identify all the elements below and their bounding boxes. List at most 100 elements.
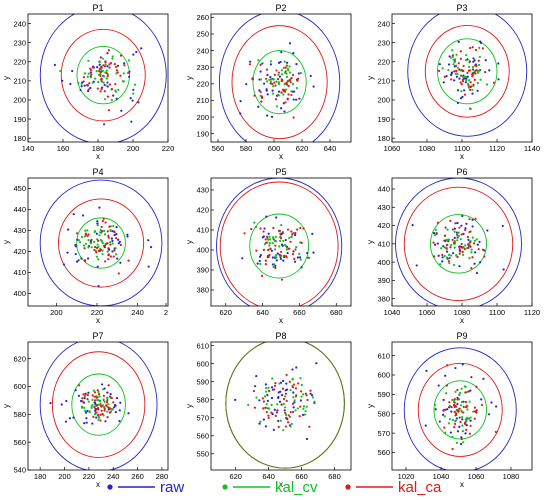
raw-point (450, 410, 453, 413)
kal_cv-point (291, 82, 295, 86)
kal_ca-point (107, 406, 110, 409)
kal_ca-point (112, 255, 115, 258)
kal_ca-point (284, 66, 287, 69)
kal_cv-point (467, 86, 470, 89)
kal_cv-point (465, 79, 468, 82)
x-tick-label: 600 (268, 144, 281, 153)
kal_ca-point (272, 238, 275, 241)
raw-point (282, 379, 285, 383)
raw-point (109, 392, 112, 396)
kal_ca-point (290, 77, 293, 80)
kal_ca-point (95, 404, 99, 407)
raw-point (299, 256, 302, 259)
kal_ca-point (103, 409, 106, 412)
kal_cv-point (302, 393, 305, 396)
kal_cv-point (257, 59, 260, 62)
raw-point (280, 51, 283, 54)
kal_cv-point (470, 248, 473, 251)
kal_ca-point (109, 61, 113, 65)
kal_cv-point (450, 244, 453, 247)
kal_ca-point (259, 90, 262, 94)
kal_ca-point (105, 72, 108, 75)
kal_ca-point (281, 79, 284, 82)
raw-point (83, 84, 86, 87)
kal_ca-point (97, 414, 100, 417)
kal_ca-point (467, 69, 471, 72)
kal_ca-point (456, 388, 459, 392)
kal_ca-circle (219, 181, 339, 306)
legend-marker (222, 484, 228, 490)
y-tick-label: 390 (377, 276, 390, 285)
kal_ca-point (452, 403, 456, 407)
raw-point (269, 63, 272, 66)
kal_ca-point (269, 82, 272, 85)
kal_cv-point (462, 246, 465, 249)
x-tick-label: 580 (240, 144, 253, 153)
kal_ca-point (97, 239, 100, 242)
kal_ca-point (292, 383, 296, 386)
kal_ca-point (280, 403, 283, 406)
raw-point (96, 222, 99, 225)
kal_cv-point (268, 235, 271, 238)
kal_cv-point (104, 84, 107, 87)
raw-point (436, 242, 439, 245)
raw-point (471, 92, 474, 95)
kal_cv-point (110, 98, 113, 102)
kal_cv-point (87, 239, 90, 242)
panel-title: P4 (92, 167, 103, 177)
raw-point (96, 220, 99, 223)
kal_cv-point (283, 395, 287, 398)
raw-point (462, 232, 465, 235)
kal_cv-point (289, 388, 292, 392)
kal_ca-point (274, 266, 277, 270)
kal_ca-point (284, 255, 288, 258)
kal_ca-point (435, 231, 438, 235)
kal_ca-point (94, 399, 97, 402)
raw-point (132, 88, 135, 91)
raw-point (280, 243, 284, 246)
kal_cv-point (289, 425, 292, 428)
raw-point (277, 396, 280, 399)
raw-point (456, 430, 460, 433)
raw-point (118, 409, 121, 412)
kal_cv-point (441, 67, 444, 70)
kal_cv-point (133, 83, 137, 86)
y-axis-label: y (366, 240, 375, 244)
kal_cv-circle (437, 38, 498, 105)
kal_ca-point (112, 401, 115, 404)
raw-point (65, 399, 68, 403)
raw-point (111, 239, 114, 242)
kal_ca-point (473, 410, 477, 413)
kal_cv-point (103, 233, 107, 236)
raw-point (279, 107, 283, 110)
kal_cv-point (88, 410, 91, 413)
kal_ca-point (108, 66, 111, 69)
raw-point (470, 376, 473, 379)
kal_cv-point (443, 415, 446, 418)
kal_ca-point (280, 91, 283, 94)
raw-point (106, 52, 109, 55)
kal_cv-point (95, 255, 98, 258)
panel-p2: P2 560 580 600 620 640 190 200 210 220 230 240 250 26… (185, 3, 352, 161)
kal_cv-point (132, 92, 135, 95)
kal_ca-point (455, 413, 458, 417)
x-tick-label: 640 (262, 472, 275, 481)
raw-point (452, 252, 455, 255)
raw-point (275, 216, 278, 219)
kal_ca-point (280, 250, 283, 254)
kal_ca-point (262, 248, 266, 251)
raw-point (95, 416, 98, 419)
raw-point (293, 401, 296, 404)
kal_ca-point (108, 225, 111, 228)
raw-point (309, 392, 312, 395)
y-tick-label: 430 (377, 203, 390, 212)
raw-point (254, 385, 257, 388)
kal_cv-point (282, 428, 285, 432)
y-tick-label: 190 (196, 129, 209, 138)
raw-point (239, 100, 242, 103)
y-tick-label: 570 (377, 429, 390, 438)
kal_cv-point (447, 238, 450, 241)
raw-point (98, 63, 101, 66)
raw-point (271, 256, 274, 259)
